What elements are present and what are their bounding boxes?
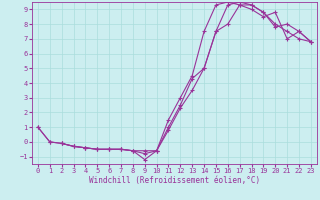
X-axis label: Windchill (Refroidissement éolien,°C): Windchill (Refroidissement éolien,°C)	[89, 176, 260, 185]
